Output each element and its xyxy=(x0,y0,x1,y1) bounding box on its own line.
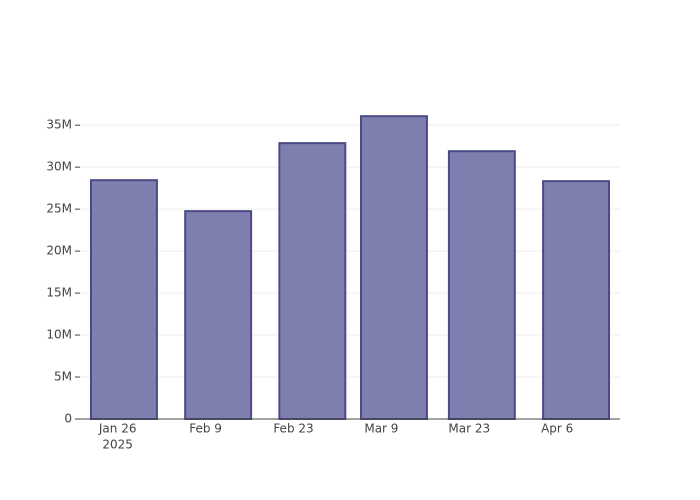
x-tick-label: Jan 26 xyxy=(98,422,137,436)
x-tick-label: Mar 23 xyxy=(448,422,490,436)
x-tick-label: Feb 23 xyxy=(273,422,313,436)
bar xyxy=(359,115,428,420)
bar xyxy=(278,142,347,420)
x-tick-label: Mar 9 xyxy=(364,422,398,436)
bar xyxy=(447,150,516,421)
bar xyxy=(184,210,253,420)
y-tick-label: 25M xyxy=(46,202,72,216)
y-tick-label: 5M xyxy=(54,370,72,384)
x-tick-label: Feb 9 xyxy=(189,422,222,436)
x-tick-year: 2025 xyxy=(102,438,133,452)
x-tick-label: Apr 6 xyxy=(541,422,573,436)
y-tick-label: 30M xyxy=(46,160,72,174)
y-tick-label: 0 xyxy=(64,412,72,426)
bar xyxy=(542,180,611,420)
y-tick-label: 35M xyxy=(46,118,72,132)
y-tick-label: 20M xyxy=(46,244,72,258)
bar xyxy=(89,179,158,420)
y-tick-label: 15M xyxy=(46,286,72,300)
y-tick-label: 10M xyxy=(46,328,72,342)
